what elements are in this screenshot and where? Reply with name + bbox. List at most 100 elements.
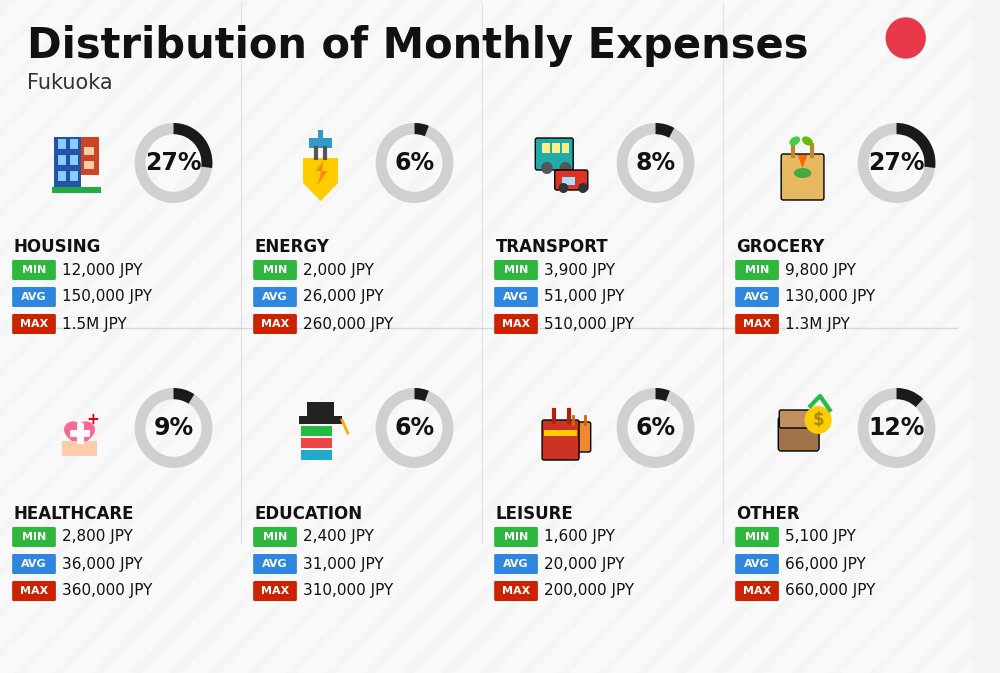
Text: MIN: MIN	[745, 265, 769, 275]
FancyBboxPatch shape	[567, 422, 591, 452]
Text: LEISURE: LEISURE	[496, 505, 573, 523]
Bar	[58, 139, 66, 149]
Polygon shape	[64, 421, 95, 450]
Wedge shape	[415, 123, 429, 136]
Text: 3,900 JPY: 3,900 JPY	[544, 262, 615, 277]
Text: AVG: AVG	[21, 559, 47, 569]
FancyBboxPatch shape	[494, 287, 538, 307]
Text: 9,800 JPY: 9,800 JPY	[785, 262, 856, 277]
FancyBboxPatch shape	[494, 260, 538, 280]
Text: ENERGY: ENERGY	[255, 238, 329, 256]
Circle shape	[559, 183, 568, 193]
Text: 660,000 JPY: 660,000 JPY	[785, 583, 876, 598]
Circle shape	[578, 183, 588, 193]
FancyBboxPatch shape	[12, 527, 56, 547]
Bar	[318, 130, 323, 138]
Text: MAX: MAX	[261, 586, 289, 596]
Text: AVG: AVG	[744, 559, 770, 569]
Text: Fukuoka: Fukuoka	[27, 73, 113, 93]
FancyBboxPatch shape	[781, 154, 824, 200]
Bar	[301, 450, 332, 460]
FancyBboxPatch shape	[535, 138, 573, 170]
Text: AVG: AVG	[262, 559, 288, 569]
Text: OTHER: OTHER	[737, 505, 800, 523]
Text: +: +	[87, 413, 100, 427]
FancyBboxPatch shape	[253, 527, 297, 547]
Bar	[52, 187, 101, 193]
Ellipse shape	[802, 137, 813, 145]
Bar	[562, 143, 569, 153]
Bar	[301, 438, 332, 448]
FancyBboxPatch shape	[735, 314, 779, 334]
Text: AVG: AVG	[21, 292, 47, 302]
Text: 150,000 JPY: 150,000 JPY	[62, 289, 152, 304]
Wedge shape	[174, 123, 212, 168]
FancyBboxPatch shape	[735, 581, 779, 601]
Text: 27%: 27%	[868, 151, 925, 175]
Bar	[58, 155, 66, 165]
Text: 31,000 JPY: 31,000 JPY	[303, 557, 384, 571]
Bar	[81, 137, 99, 175]
FancyBboxPatch shape	[555, 170, 588, 190]
Wedge shape	[858, 388, 935, 468]
Text: HOUSING: HOUSING	[14, 238, 101, 256]
Bar	[544, 430, 577, 436]
Wedge shape	[897, 123, 935, 168]
Wedge shape	[376, 388, 453, 468]
Bar	[301, 426, 332, 436]
Text: AVG: AVG	[744, 292, 770, 302]
Text: 27%: 27%	[145, 151, 202, 175]
Bar	[84, 161, 94, 169]
Wedge shape	[415, 388, 429, 401]
FancyBboxPatch shape	[735, 287, 779, 307]
Wedge shape	[617, 123, 694, 203]
FancyBboxPatch shape	[12, 287, 56, 307]
Text: 1.3M JPY: 1.3M JPY	[785, 316, 850, 332]
Bar	[309, 138, 332, 148]
FancyBboxPatch shape	[253, 314, 297, 334]
Bar	[54, 137, 81, 189]
Text: MAX: MAX	[502, 586, 530, 596]
FancyBboxPatch shape	[253, 260, 297, 280]
Text: MIN: MIN	[263, 532, 287, 542]
Text: 2,400 JPY: 2,400 JPY	[303, 530, 374, 544]
Text: 200,000 JPY: 200,000 JPY	[544, 583, 634, 598]
Text: 26,000 JPY: 26,000 JPY	[303, 289, 384, 304]
Text: 5,100 JPY: 5,100 JPY	[785, 530, 856, 544]
Wedge shape	[617, 388, 694, 468]
Text: MAX: MAX	[743, 319, 771, 329]
Text: 20,000 JPY: 20,000 JPY	[544, 557, 625, 571]
Wedge shape	[376, 123, 453, 203]
Text: 2,800 JPY: 2,800 JPY	[62, 530, 133, 544]
Circle shape	[560, 162, 571, 174]
Text: 6%: 6%	[635, 416, 676, 440]
Text: 6%: 6%	[394, 151, 435, 175]
Text: 51,000 JPY: 51,000 JPY	[544, 289, 625, 304]
FancyBboxPatch shape	[735, 554, 779, 574]
Text: MAX: MAX	[502, 319, 530, 329]
FancyBboxPatch shape	[778, 417, 819, 451]
Bar	[299, 416, 342, 424]
FancyBboxPatch shape	[779, 410, 818, 428]
Text: Distribution of Monthly Expenses: Distribution of Monthly Expenses	[27, 25, 809, 67]
FancyBboxPatch shape	[542, 420, 579, 460]
Text: 310,000 JPY: 310,000 JPY	[303, 583, 393, 598]
Text: MAX: MAX	[261, 319, 289, 329]
Text: 12%: 12%	[868, 416, 925, 440]
Wedge shape	[174, 388, 194, 404]
Text: MIN: MIN	[263, 265, 287, 275]
Text: EDUCATION: EDUCATION	[255, 505, 363, 523]
FancyBboxPatch shape	[494, 581, 538, 601]
Bar	[62, 441, 97, 456]
Wedge shape	[897, 388, 923, 407]
Bar	[70, 139, 78, 149]
Text: MAX: MAX	[20, 319, 48, 329]
Text: 130,000 JPY: 130,000 JPY	[785, 289, 875, 304]
Text: AVG: AVG	[262, 292, 288, 302]
Text: MAX: MAX	[743, 586, 771, 596]
Bar	[70, 171, 78, 181]
Bar	[542, 143, 550, 153]
Text: AVG: AVG	[503, 292, 529, 302]
Text: MIN: MIN	[745, 532, 769, 542]
Bar	[562, 177, 575, 185]
